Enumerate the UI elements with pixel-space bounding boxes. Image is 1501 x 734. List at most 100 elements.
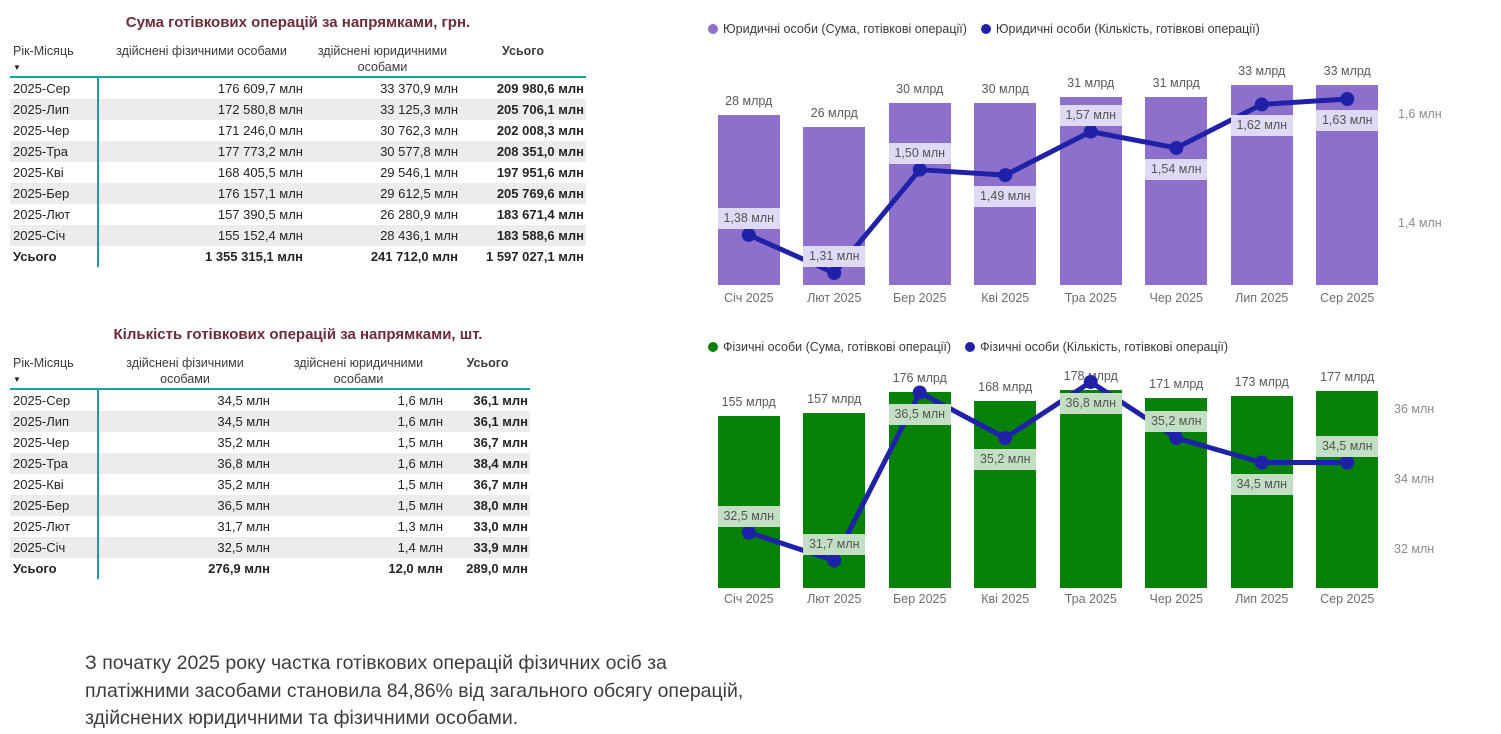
table-row[interactable]: 2025-Чер 35,2 млн 1,5 млн 36,7 млн [10, 432, 530, 453]
line-value-label: 34,5 млн [1316, 435, 1379, 457]
value-cell: 208 351,0 млн [460, 141, 586, 162]
column-header[interactable]: здійснені фізичними особами [98, 353, 272, 390]
line-marker[interactable] [827, 553, 842, 568]
line-marker[interactable] [1169, 431, 1184, 445]
bar[interactable] [1316, 391, 1379, 588]
table-row[interactable]: 2025-Лип 34,5 млн 1,6 млн 36,1 млн [10, 411, 530, 432]
table-row[interactable]: 2025-Бер 36,5 млн 1,5 млн 38,0 млн [10, 495, 530, 516]
bar[interactable] [1145, 97, 1208, 285]
line-marker[interactable] [1083, 124, 1098, 139]
table-row[interactable]: 2025-Січ 32,5 млн 1,4 млн 33,9 млн [10, 537, 530, 558]
sort-descending-icon[interactable]: ▼ [13, 63, 21, 72]
column-header-label: Рік-Місяць [13, 356, 74, 370]
table-total-row[interactable]: Усього 276,9 млн 12,0 млн 289,0 млн [10, 558, 530, 579]
line-marker[interactable] [1340, 92, 1355, 106]
legend-item[interactable]: Юридичні особи (Сума, готівкові операції… [708, 22, 967, 36]
table-row[interactable]: 2025-Тра 177 773,2 млн 30 577,8 млн 208 351… [10, 141, 586, 162]
y-axis-tick-label: 1,6 млн [1398, 107, 1442, 122]
legend-dot-icon [980, 24, 991, 34]
row-label-cell: 2025-Бер [10, 495, 98, 516]
bar[interactable] [1059, 389, 1122, 588]
line-marker[interactable] [912, 162, 927, 177]
column-header[interactable]: Усього [460, 41, 586, 78]
value-cell: 34,5 млн [97, 389, 272, 411]
bar[interactable] [717, 415, 780, 588]
line-marker[interactable] [1254, 455, 1269, 470]
x-axis-label: Чер 2025 [1149, 291, 1203, 305]
individuals-chart: Фізичні особи (Сума, готівкові операції)… [700, 330, 1500, 625]
value-cell: 30 577,8 млн [305, 141, 460, 162]
summary-line: платіжними засобами становила 84,86% від… [85, 679, 744, 702]
row-label-cell: 2025-Бер [10, 183, 98, 204]
table-row[interactable]: 2025-Сер 176 609,7 млн 33 370,9 млн 209 980… [10, 77, 586, 99]
line-marker[interactable] [912, 385, 927, 400]
value-cell: 183 588,6 млн [460, 225, 586, 246]
table-row[interactable]: 2025-Січ 155 152,4 млн 28 436,1 млн 183 588… [10, 225, 586, 246]
table-row[interactable]: 2025-Кві 35,2 млн 1,5 млн 36,7 млн [10, 474, 530, 495]
x-axis-label: Кві 2025 [981, 592, 1030, 606]
line-marker[interactable] [1340, 455, 1355, 470]
table-row[interactable]: 2025-Бер 176 157,1 млн 29 612,5 млн 205 769… [10, 183, 586, 204]
column-header-label: здійснені фізичними особами [116, 44, 287, 58]
bar-value-label: 157 млрд [807, 392, 862, 407]
line-marker[interactable] [1254, 97, 1269, 112]
value-cell: 31,7 млн [97, 516, 272, 537]
bar-value-label: 173 млрд [1234, 374, 1289, 389]
value-cell: 276,9 млн [97, 558, 272, 579]
row-label-cell: Усього [13, 561, 57, 576]
value-cell: 1,4 млн [272, 537, 445, 558]
value-cell: 172 580,8 млн [97, 99, 305, 120]
bar-value-label: 28 млрд [725, 94, 773, 109]
table-row[interactable]: 2025-Лют 157 390,5 млн 26 280,9 млн 183 671… [10, 204, 586, 225]
column-header[interactable]: здійснені юридичними особами [272, 353, 445, 390]
value-cell: 1,5 млн [397, 477, 443, 492]
column-header[interactable]: Рік-Місяць ▼ [10, 41, 98, 78]
line-value-label: 1,50 млн [888, 142, 951, 164]
line-marker[interactable] [1083, 375, 1098, 389]
bar-value-label: 176 млрд [892, 371, 947, 386]
table-header-row: Рік-Місяць ▼ здійснені фізичними особами зд… [10, 41, 586, 78]
line-marker[interactable] [741, 525, 756, 540]
table-row[interactable]: 2025-Лют 31,7 млн 1,3 млн 33,0 млн [10, 516, 530, 537]
sort-descending-icon[interactable]: ▼ [13, 375, 21, 384]
value-cell: 168 405,5 млн [97, 162, 305, 183]
value-cell: 1,5 млн [397, 435, 443, 450]
row-label-cell: 2025-Сер [13, 393, 71, 408]
line-marker[interactable] [998, 431, 1013, 445]
value-cell: 205 706,1 млн [460, 99, 586, 120]
bar[interactable] [888, 392, 951, 588]
table-total-row[interactable]: Усього 1 355 315,1 млн 241 712,0 млн 1 597 … [10, 246, 586, 267]
table-row[interactable]: 2025-Тра 36,8 млн 1,6 млн 38,4 млн [10, 453, 530, 474]
column-header[interactable]: Рік-Місяць ▼ [10, 353, 98, 390]
sum-table-title: Сума готівкових операцій за напрямками, … [125, 14, 471, 31]
column-header-label: Усього [502, 44, 544, 58]
value-cell: 202 008,3 млн [496, 123, 584, 138]
value-cell: 38,4 млн [445, 453, 530, 474]
line-value-label: 36,5 млн [888, 403, 951, 425]
legend-item[interactable]: Фізичні особи (Сума, готівкові операції) [708, 340, 951, 354]
line-value-label: 32,5 млн [717, 505, 780, 527]
table-row[interactable]: 2025-Кві 168 405,5 млн 29 546,1 млн 197 951… [10, 162, 586, 183]
row-label-cell: 2025-Лип [10, 99, 98, 120]
table-row[interactable]: 2025-Лип 172 580,8 млн 33 125,3 млн 205 706… [10, 99, 586, 120]
column-header[interactable]: Усього [445, 353, 530, 390]
row-label-cell: 2025-Лют [13, 207, 71, 222]
line-marker[interactable] [998, 168, 1013, 183]
line-marker[interactable] [1169, 140, 1184, 155]
table-row[interactable]: 2025-Чер 171 246,0 млн 30 762,3 млн 202 008… [10, 120, 586, 141]
x-axis-label: Тра 2025 [1064, 592, 1117, 606]
legend-label: Фізичні особи (Сума, готівкові операції) [723, 340, 952, 354]
bar[interactable] [717, 115, 780, 285]
x-axis-label: Бер 2025 [893, 291, 947, 305]
legend-item[interactable]: Юридичні особи (Кількість, готівкові опе… [980, 22, 1260, 36]
line-value-label: 35,2 млн [974, 449, 1037, 470]
column-header[interactable]: здійснені юридичними особами [305, 41, 460, 78]
value-cell: 205 769,6 млн [460, 183, 586, 204]
line-marker[interactable] [827, 266, 842, 280]
legend-item[interactable]: Фізичні особи (Кількість, готівкові опер… [965, 340, 1228, 354]
line-marker[interactable] [741, 227, 756, 242]
column-header[interactable]: здійснені фізичними особами [98, 41, 305, 78]
row-label-cell: 2025-Січ [10, 225, 98, 246]
value-cell: 1,6 млн [272, 453, 445, 474]
table-row[interactable]: 2025-Сер 34,5 млн 1,6 млн 36,1 млн [10, 389, 530, 411]
